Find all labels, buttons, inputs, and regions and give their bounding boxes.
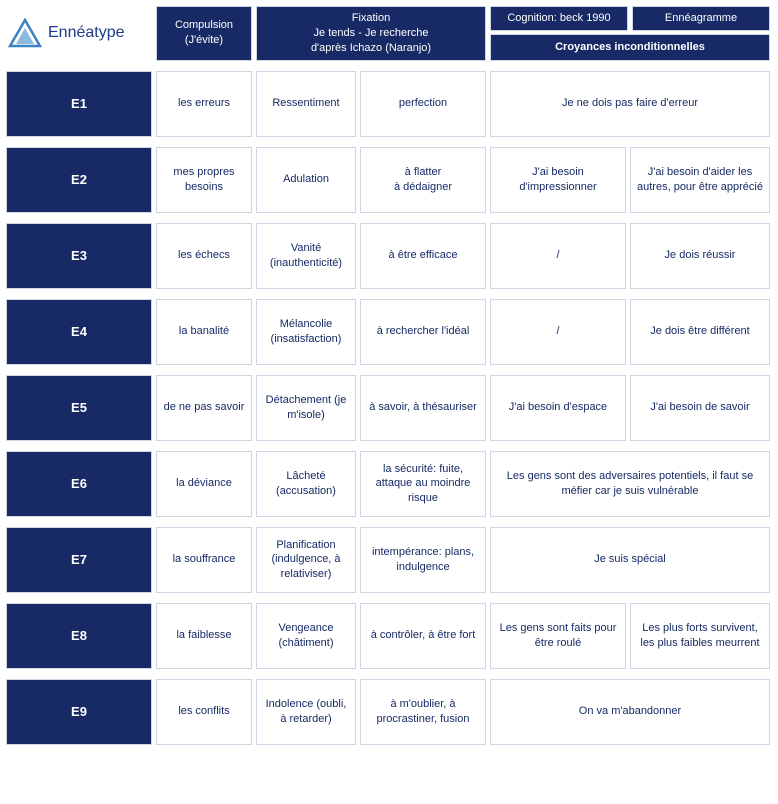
cell-type: E1 <box>6 71 152 137</box>
cell-type: E5 <box>6 375 152 441</box>
cell-fix2: à contrôler, à être fort <box>360 603 486 669</box>
table-row: E5de ne pas savoirDétachement (je m'isol… <box>6 375 772 441</box>
cell-compulsion: la banalité <box>156 299 252 365</box>
header-enneagramme: Ennéagramme <box>632 6 770 31</box>
cell-fix2: à savoir, à thésauriser <box>360 375 486 441</box>
cell-fix1: Vengeance (châtiment) <box>256 603 356 669</box>
cell-compulsion: les conflits <box>156 679 252 745</box>
cell-cog_merged: Les gens sont des adversaires potentiels… <box>490 451 770 517</box>
cell-cog_merged: Je suis spécial <box>490 527 770 593</box>
logo-cell: Ennéatype <box>6 6 152 61</box>
cell-fix2: à être efficace <box>360 223 486 289</box>
cell-cog2: J'ai besoin d'aider les autres, pour êtr… <box>630 147 770 213</box>
cell-type: E2 <box>6 147 152 213</box>
cell-compulsion: la souffrance <box>156 527 252 593</box>
cell-type: E9 <box>6 679 152 745</box>
cell-fix2: à flatterà dédaigner <box>360 147 486 213</box>
cell-cog1: / <box>490 223 626 289</box>
cell-cog2: J'ai besoin de savoir <box>630 375 770 441</box>
cell-cog2: Je dois être différent <box>630 299 770 365</box>
header-croyances: Croyances inconditionnelles <box>490 34 770 61</box>
header-cognition-wrap: Cognition: beck 1990 Ennéagramme Croyanc… <box>490 6 770 61</box>
table-row: E3les échecsVanité (inauthenticité)à êtr… <box>6 223 772 289</box>
cell-fix1: Vanité (inauthenticité) <box>256 223 356 289</box>
cell-fix2: à m'oublier, à procrastiner, fusion <box>360 679 486 745</box>
cell-fix1: Détachement (je m'isole) <box>256 375 356 441</box>
cell-type: E8 <box>6 603 152 669</box>
table-row: E7la souffrancePlanification (indulgence… <box>6 527 772 593</box>
table-row: E6la dévianceLâcheté (accusation)la sécu… <box>6 451 772 517</box>
table-row: E1les erreursRessentimentperfectionJe ne… <box>6 71 772 137</box>
cell-fix1: Indolence (oubli, à retarder) <box>256 679 356 745</box>
cell-fix1: Ressentiment <box>256 71 356 137</box>
table-row: E4la banalitéMélancolie (insatisfaction)… <box>6 299 772 365</box>
cell-fix2: intempérance: plans, indulgence <box>360 527 486 593</box>
cell-compulsion: les échecs <box>156 223 252 289</box>
table-row: E9les conflitsIndolence (oubli, à retard… <box>6 679 772 745</box>
cell-fix2: à rechercher l'idéal <box>360 299 486 365</box>
cell-cog2: Les plus forts survivent, les plus faibl… <box>630 603 770 669</box>
cell-cog_merged: On va m'abandonner <box>490 679 770 745</box>
table-row: E2mes propres besoinsAdulationà flatterà… <box>6 147 772 213</box>
header-row: Ennéatype Compulsion(J'évite) FixationJe… <box>6 6 772 61</box>
cell-compulsion: la faiblesse <box>156 603 252 669</box>
cell-cog1: Les gens sont faits pour être roulé <box>490 603 626 669</box>
cell-cog_merged: Je ne dois pas faire d'erreur <box>490 71 770 137</box>
cell-compulsion: mes propres besoins <box>156 147 252 213</box>
header-cognition: Cognition: beck 1990 <box>490 6 628 31</box>
cell-type: E6 <box>6 451 152 517</box>
cell-compulsion: les erreurs <box>156 71 252 137</box>
cell-fix1: Lâcheté (accusation) <box>256 451 356 517</box>
cell-type: E4 <box>6 299 152 365</box>
cell-fix1: Planification (indulgence, à relativiser… <box>256 527 356 593</box>
cell-cog1: J'ai besoin d'espace <box>490 375 626 441</box>
cell-compulsion: la déviance <box>156 451 252 517</box>
page-title: Ennéatype <box>48 24 125 42</box>
cell-cog1: / <box>490 299 626 365</box>
header-compulsion: Compulsion(J'évite) <box>156 6 252 61</box>
table-row: E8la faiblesseVengeance (châtiment)à con… <box>6 603 772 669</box>
rows-container: E1les erreursRessentimentperfectionJe ne… <box>6 71 772 745</box>
header-fixation: FixationJe tends - Je recherched'après I… <box>256 6 486 61</box>
cell-fix2: perfection <box>360 71 486 137</box>
cell-fix2: la sécurité: fuite, attaque au moindre r… <box>360 451 486 517</box>
cell-fix1: Adulation <box>256 147 356 213</box>
cell-cog2: Je dois réussir <box>630 223 770 289</box>
cell-type: E3 <box>6 223 152 289</box>
triangle-icon <box>8 18 42 48</box>
cell-compulsion: de ne pas savoir <box>156 375 252 441</box>
cell-cog1: J'ai besoin d'impressionner <box>490 147 626 213</box>
cell-type: E7 <box>6 527 152 593</box>
cell-fix1: Mélancolie (insatisfaction) <box>256 299 356 365</box>
